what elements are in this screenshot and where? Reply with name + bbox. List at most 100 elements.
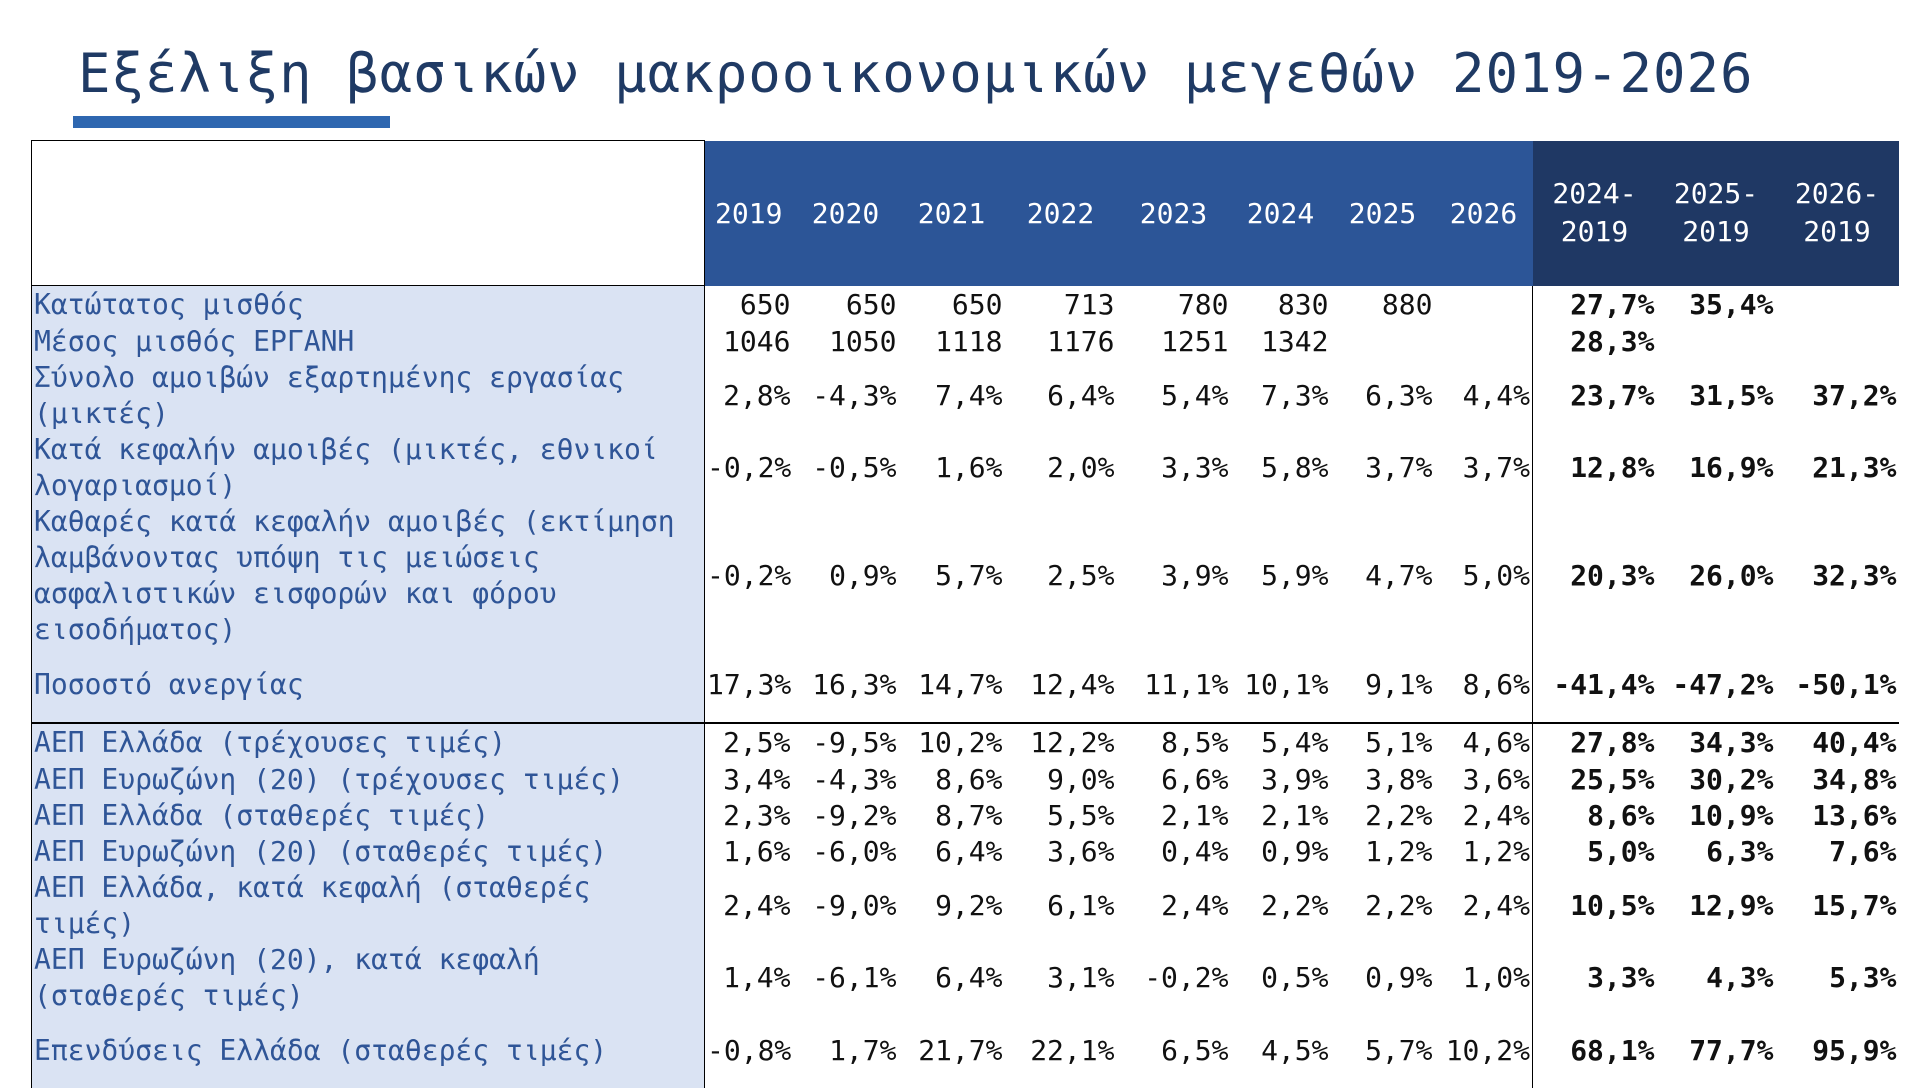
cell: 4,4% bbox=[1462, 379, 1530, 412]
cell: 8,6% bbox=[1462, 668, 1530, 701]
cell: 6,1% bbox=[1047, 889, 1115, 922]
cell: -0,5% bbox=[812, 451, 897, 484]
delta-cell: 37,2% bbox=[1812, 379, 1897, 412]
delta-cell: -41,4% bbox=[1532, 648, 1657, 723]
header-year: 2020 bbox=[792, 140, 899, 286]
row-label: ΑΕΠ Ελλάδα (τρέχουσες τιμές) bbox=[31, 722, 705, 762]
cell: 2,4% bbox=[1462, 799, 1530, 832]
cell: 3,4% bbox=[723, 763, 791, 796]
cell: 830 bbox=[1277, 287, 1329, 321]
delta-cell: 12,8% bbox=[1532, 432, 1657, 504]
cell: -0,2% bbox=[707, 451, 792, 484]
cell: 7,3% bbox=[1261, 379, 1329, 412]
delta-cell: 95,9% bbox=[1812, 1034, 1897, 1067]
cell: 3,6% bbox=[1462, 763, 1530, 796]
cell: 2,2% bbox=[1365, 799, 1433, 832]
cell: -0,8% bbox=[707, 1034, 792, 1067]
delta-cell: 27,8% bbox=[1532, 722, 1657, 762]
cell: 5,8% bbox=[1261, 451, 1329, 484]
cell: 22,1% bbox=[1030, 1034, 1115, 1067]
cell: 6,4% bbox=[1047, 379, 1115, 412]
cell: 6,6% bbox=[1161, 763, 1229, 796]
delta-cell: 35,4% bbox=[1689, 287, 1774, 321]
delta-cell bbox=[1776, 286, 1899, 325]
cell: 10,1% bbox=[1244, 668, 1329, 701]
cell: 1,2% bbox=[1462, 835, 1530, 868]
row-label: Μέσος μισθός ΕΡΓΑΝΗ bbox=[31, 324, 705, 360]
cell: -9,0% bbox=[812, 889, 897, 922]
delta-cell: 12,9% bbox=[1689, 889, 1774, 922]
header-delta: 2026- 2019 bbox=[1775, 140, 1899, 286]
cell: 3,1% bbox=[1047, 961, 1115, 994]
table-row: ΑΕΠ Ελλάδα (σταθερές τιμές) 2,3% -9,2% 8… bbox=[31, 798, 1899, 834]
cell: 14,7% bbox=[918, 668, 1003, 701]
cell: 880 bbox=[1381, 287, 1433, 321]
header-year: 2021 bbox=[898, 140, 1005, 286]
cell: 650 bbox=[845, 287, 897, 321]
cell: 0,9% bbox=[829, 559, 897, 592]
header-year: 2026 bbox=[1434, 140, 1533, 286]
delta-cell: 23,7% bbox=[1532, 360, 1657, 432]
header-year: 2019 bbox=[704, 140, 793, 286]
cell: -0,2% bbox=[1144, 961, 1229, 994]
table-row: ΑΕΠ Ευρωζώνη (20) (τρέχουσες τιμές) 3,4%… bbox=[31, 762, 1899, 798]
cell: -4,3% bbox=[812, 763, 897, 796]
delta-cell: 32,3% bbox=[1812, 559, 1897, 592]
table-row: ΑΕΠ Ευρωζώνη (20), κατά κεφαλή (σταθερές… bbox=[31, 942, 1899, 1014]
delta-cell: 10,5% bbox=[1532, 870, 1657, 942]
delta-cell: 68,1% bbox=[1532, 1014, 1657, 1088]
table-row: ΑΕΠ Ελλάδα, κατά κεφαλή (σταθερές τιμές)… bbox=[31, 870, 1899, 942]
delta-cell: 20,3% bbox=[1532, 504, 1657, 648]
row-label: ΑΕΠ Ελλάδα, κατά κεφαλή (σταθερές τιμές) bbox=[31, 870, 705, 942]
cell: 1050 bbox=[829, 325, 897, 358]
cell: 4,5% bbox=[1261, 1034, 1329, 1067]
cell: 0,4% bbox=[1161, 835, 1229, 868]
cell: 2,5% bbox=[704, 722, 793, 762]
cell: 3,9% bbox=[1161, 559, 1229, 592]
header-delta: 2025- 2019 bbox=[1656, 140, 1776, 286]
cell: -9,5% bbox=[792, 722, 899, 762]
cell bbox=[1331, 324, 1435, 360]
cell: 21,7% bbox=[918, 1034, 1003, 1067]
cell: 2,4% bbox=[1462, 889, 1530, 922]
delta-cell: -47,2% bbox=[1672, 668, 1774, 701]
delta-cell: 30,2% bbox=[1689, 763, 1774, 796]
header-year: 2023 bbox=[1116, 140, 1231, 286]
cell: 2,4% bbox=[1161, 889, 1229, 922]
cell: 11,1% bbox=[1144, 668, 1229, 701]
header-year: 2025 bbox=[1330, 140, 1435, 286]
cell: 2,2% bbox=[1261, 889, 1329, 922]
cell: 650 bbox=[739, 287, 791, 321]
cell: 780 bbox=[1177, 287, 1229, 321]
delta-cell: 34,8% bbox=[1812, 763, 1897, 796]
cell: 650 bbox=[951, 287, 1003, 321]
delta-cell: 5,3% bbox=[1829, 961, 1897, 994]
cell: 10,2% bbox=[898, 722, 1005, 762]
cell: 1118 bbox=[935, 325, 1003, 358]
table-row: Καθαρές κατά κεφαλήν αμοιβές (εκτίμηση λ… bbox=[31, 504, 1899, 648]
cell: 2,4% bbox=[723, 889, 791, 922]
delta-cell: 25,5% bbox=[1532, 762, 1657, 798]
cell: 2,5% bbox=[1047, 559, 1115, 592]
cell: 16,3% bbox=[812, 668, 897, 701]
table-row: Μέσος μισθός ΕΡΓΑΝΗ 1046 1050 1118 1176 … bbox=[31, 324, 1899, 360]
cell: 5,1% bbox=[1330, 722, 1435, 762]
row-label: Κατά κεφαλήν αμοιβές (μικτές, εθνικοί λο… bbox=[31, 432, 705, 504]
cell: 1,7% bbox=[829, 1034, 897, 1067]
cell: 1342 bbox=[1261, 325, 1329, 358]
cell: 2,1% bbox=[1261, 799, 1329, 832]
header-delta: 2024- 2019 bbox=[1532, 140, 1657, 286]
delta-cell: 13,6% bbox=[1812, 799, 1897, 832]
cell: 0,9% bbox=[1365, 961, 1433, 994]
table-row: ΑΕΠ Ελλάδα (τρέχουσες τιμές) 2,5% -9,5% … bbox=[31, 722, 1899, 762]
header-year: 2022 bbox=[1004, 140, 1117, 286]
cell: 5,7% bbox=[1365, 1034, 1433, 1067]
cell: 6,4% bbox=[935, 835, 1003, 868]
header-empty-cell bbox=[31, 140, 705, 286]
delta-cell: 3,3% bbox=[1532, 942, 1657, 1014]
cell: 3,7% bbox=[1462, 451, 1530, 484]
cell: 9,0% bbox=[1047, 763, 1115, 796]
delta-cell: 10,9% bbox=[1689, 799, 1774, 832]
cell: 4,6% bbox=[1434, 722, 1533, 762]
cell: 3,6% bbox=[1047, 835, 1115, 868]
